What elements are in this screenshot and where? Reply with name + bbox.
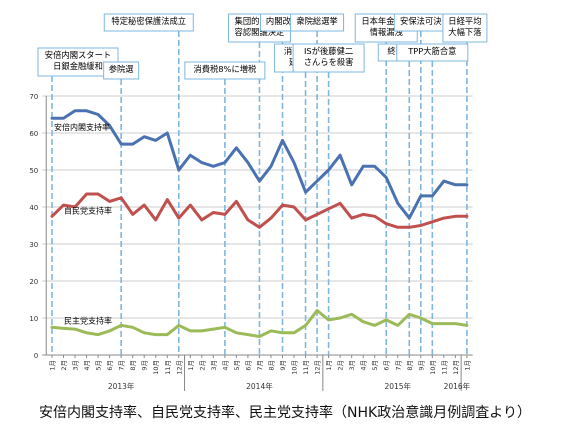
annotation-text: 日本年金機構 <box>361 16 411 26</box>
annotation-text: 衆院総選挙 <box>296 16 338 26</box>
year-label: 2013年 <box>108 381 135 391</box>
x-tick-label: 8月 <box>267 360 275 371</box>
x-tick-label: 4月 <box>360 360 368 371</box>
x-tick-label: 6月 <box>383 360 391 371</box>
x-tick-label: 9月 <box>141 360 149 371</box>
x-tick-label: 4月 <box>83 360 91 371</box>
annotation-text: 日経平均 <box>448 16 481 26</box>
y-tick-label: 10 <box>29 315 38 323</box>
annotation-text: 参院選 <box>109 64 134 74</box>
annotation-text: 消費税8%に増税 <box>193 64 257 74</box>
y-tick-label: 70 <box>29 93 38 101</box>
x-tick-label: 11月 <box>302 360 310 375</box>
x-tick-label: 4月 <box>221 360 229 371</box>
annotation-box <box>184 61 266 80</box>
x-tick-label: 5月 <box>233 360 241 371</box>
x-tick-label: 3月 <box>210 360 218 371</box>
year-label: 2014年 <box>246 381 273 391</box>
year-label: 2015年 <box>384 381 411 391</box>
series-label: 民主党支持率 <box>64 315 112 325</box>
x-tick-label: 12月 <box>314 360 322 375</box>
x-tick-label: 1月 <box>187 360 195 371</box>
x-tick-label: 5月 <box>95 360 103 371</box>
x-tick-label: 2月 <box>337 360 345 371</box>
series-lines <box>50 109 469 338</box>
x-tick-label: 1月 <box>463 360 471 371</box>
x-tick-label: 12月 <box>452 360 460 375</box>
x-tick-label: 1月 <box>49 360 57 371</box>
x-tick-label: 11月 <box>440 360 448 375</box>
series-line <box>50 109 469 220</box>
annotation-text: 日銀金融緩和 <box>53 61 103 71</box>
annotation-text: 特定秘密保護法成立 <box>111 16 186 26</box>
annotation-text: 容認閣議決定 <box>235 27 285 37</box>
annotation-box <box>103 61 140 80</box>
chart-title: 安倍内閣支持率、自民党支持率、民主党支持率（NHK政治意識月例調査より） <box>39 405 531 421</box>
annotation-text: さんらを殺害 <box>304 57 354 67</box>
x-tick-label: 3月 <box>348 360 356 371</box>
y-tick-label: 50 <box>29 167 38 175</box>
x-tick-label: 7月 <box>118 360 126 371</box>
y-axis: 0 10 20 30 40 50 60 70 <box>29 93 47 360</box>
x-tick-label: 11月 <box>164 360 172 375</box>
x-tick-label: 12月 <box>175 360 183 375</box>
x-tick-label: 7月 <box>394 360 402 371</box>
y-tick-label: 30 <box>29 241 38 249</box>
x-tick-label: 6月 <box>106 360 114 371</box>
x-tick-label: 10月 <box>291 360 299 375</box>
annotation-text: 内閣改造 <box>266 16 300 26</box>
series-label: 自民党支持率 <box>64 205 112 215</box>
x-tick-label: 10月 <box>152 360 160 375</box>
x-tick-label: 6月 <box>244 360 252 371</box>
annotation-text: 情報漏洩 <box>370 27 404 37</box>
series-line <box>50 309 469 338</box>
series-line <box>50 192 469 229</box>
x-tick-label: 10月 <box>429 360 437 375</box>
y-tick-label: 20 <box>29 278 38 286</box>
x-tick-label: 2月 <box>60 360 68 371</box>
y-tick-label: 0 <box>34 352 38 360</box>
y-tick-label: 60 <box>29 130 38 138</box>
annotation-text: 大幅下落 <box>448 27 482 37</box>
annotation-text: 安倍内閣スタート <box>45 50 111 60</box>
x-axis: 1月 2月 3月 4月 5月 6月 7月 8月 9月 10月 11月 12月 1月 2月 3月 4月 5月 6月 7… <box>49 355 471 391</box>
year-label: 2016年 <box>444 381 471 391</box>
x-tick-label: 9月 <box>279 360 287 371</box>
annotation-box <box>442 13 488 43</box>
x-tick-label: 2月 <box>198 360 206 371</box>
x-tick-label: 9月 <box>417 360 425 371</box>
annotation-text: 集団的自衛権 <box>235 16 285 26</box>
annotation-text: ISが後藤健二 <box>304 46 353 56</box>
annotation-box <box>292 43 365 73</box>
annotation-box <box>396 43 469 62</box>
annotation-text: TPP大筋合意 <box>407 46 456 56</box>
annotation-box <box>290 13 345 32</box>
x-tick-label: 3月 <box>72 360 80 371</box>
x-tick-label: 8月 <box>406 360 414 371</box>
x-tick-label: 7月 <box>256 360 264 371</box>
annotation-text: 安保法可決 <box>400 16 442 26</box>
x-tick-label: 8月 <box>129 360 137 371</box>
x-tick-label: 5月 <box>371 360 379 371</box>
series-label: 安倍内閣支持率 <box>54 122 110 132</box>
event-markers <box>51 31 468 355</box>
y-tick-label: 40 <box>29 204 38 212</box>
x-tick-label: 1月 <box>325 360 333 371</box>
annotation-box <box>103 13 194 32</box>
